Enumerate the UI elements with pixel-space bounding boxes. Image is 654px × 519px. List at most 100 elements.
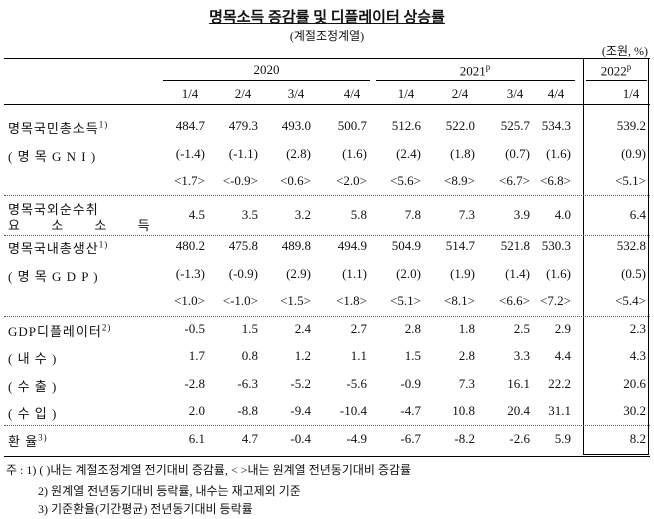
year-underline	[163, 80, 370, 81]
table-cell: -5.6	[346, 376, 367, 391]
table-cell: <6.7>	[499, 173, 530, 188]
table-cell: (1.6)	[546, 266, 571, 281]
row-label-text: GDP디플레이터	[8, 324, 102, 339]
table-cell: (1.8)	[450, 146, 475, 161]
table-cell: (2.4)	[396, 146, 421, 161]
row-label-text: 환 율	[8, 434, 39, 449]
row-label: ( 수 출 )	[8, 376, 57, 395]
table-cell: (2.9)	[286, 266, 311, 281]
table-cell: -0.5	[184, 321, 205, 336]
table-cell: 3.3	[513, 348, 530, 363]
table-cell: -5.2	[290, 376, 311, 391]
group-separator	[4, 425, 650, 426]
top-rule	[4, 58, 650, 59]
row-label-line2: 요 소 소 득	[8, 218, 164, 233]
table-cell: 5.8	[350, 207, 367, 222]
table-cell: 4.3	[629, 348, 646, 363]
table-cell: 8.2	[629, 431, 646, 446]
row-label-text: ( 수 입 )	[8, 406, 58, 421]
year-header-2022: 2022p	[600, 62, 632, 79]
table-cell: <-1.0>	[222, 293, 258, 308]
table-cell: 0.8	[241, 348, 258, 363]
latest-quarter-highlight-box	[583, 58, 649, 455]
table-cell: 20.4	[507, 403, 530, 418]
table-cell: <7.2>	[540, 293, 571, 308]
table-cell: -2.8	[184, 376, 205, 391]
table-cell: 4.4	[554, 348, 571, 363]
table-cell: <-0.9>	[222, 173, 258, 188]
header-rule	[4, 104, 650, 105]
table-cell: -10.4	[339, 403, 367, 418]
footnote-ref: 3)	[38, 432, 48, 443]
table-cell: 2.3	[629, 321, 646, 336]
table-cell: 475.8	[228, 238, 258, 253]
row-label-text: ( 명 목 G D P )	[8, 269, 99, 284]
table-cell: 500.7	[337, 118, 367, 133]
table-cell: -2.6	[509, 431, 530, 446]
group-separator	[4, 235, 650, 236]
table-cell: -4.7	[400, 403, 421, 418]
table-cell: (1.9)	[450, 266, 475, 281]
year-header-2021: 2021p	[459, 62, 491, 79]
footnote-ref: 1)	[98, 119, 109, 130]
table-cell: 521.8	[500, 238, 530, 253]
year-underline	[586, 80, 647, 81]
table-cell: 30.2	[623, 403, 646, 418]
row-label: ( 내 수 )	[8, 348, 57, 367]
table-cell: 1.1	[350, 348, 367, 363]
table-cell: 525.7	[500, 118, 530, 133]
table-cell: 480.2	[175, 238, 205, 253]
quarter-header: 2/4	[234, 86, 252, 101]
table-cell: (1.6)	[546, 146, 571, 161]
table-cell: 1.7	[188, 348, 205, 363]
table-cell: 7.3	[458, 207, 475, 222]
table-cell: 2.7	[350, 321, 367, 336]
table-cell: 2.8	[458, 348, 475, 363]
quarter-header: 1/4	[622, 86, 640, 101]
table-cell: 534.3	[541, 118, 571, 133]
table-cell: 6.4	[629, 207, 646, 222]
row-label-text: ( 내 수 )	[8, 351, 58, 366]
row-label: GDP디플레이터2)	[8, 321, 111, 340]
table-cell: 1.2	[294, 348, 311, 363]
row-label: ( 명 목 G N I )	[8, 146, 96, 165]
table-cell: <8.1>	[444, 293, 475, 308]
table-cell: 2.4	[294, 321, 311, 336]
row-label-text: 명목국민총소득	[8, 121, 99, 136]
table-cell: (-1.3)	[175, 266, 205, 281]
table-cell: (0.7)	[505, 146, 530, 161]
table-cell: (-1.4)	[175, 146, 205, 161]
quarter-header: 4/4	[343, 86, 361, 101]
row-label-text: 명목국외순수취	[8, 202, 99, 217]
row-label: 명목국외순수취	[8, 199, 99, 218]
table-cell: (0.5)	[621, 266, 646, 281]
year-underline	[376, 80, 575, 81]
row-label: ( 명 목 G D P )	[8, 266, 99, 285]
group-separator	[4, 316, 650, 317]
table-cell: 1.8	[458, 321, 475, 336]
row-label-text: 명목국내총생산	[8, 241, 99, 256]
footnote-1: 주 : 1) ( )내는 계절조정계열 전기대비 증감률, < >내는 원계열 …	[6, 463, 412, 477]
table-cell: 1.5	[241, 321, 258, 336]
table-cell: 5.9	[554, 431, 571, 446]
table-subtitle: (계절조정계열)	[289, 29, 365, 43]
table-cell: -6.3	[237, 376, 258, 391]
table-cell: -8.2	[454, 431, 475, 446]
row-label: 명목국민총소득1)	[8, 118, 108, 137]
table-cell: <5.6>	[390, 173, 421, 188]
table-cell: 489.8	[281, 238, 311, 253]
table-cell: 20.6	[623, 376, 646, 391]
footnote-ref: 1)	[98, 239, 109, 250]
table-cell: 2.9	[554, 321, 571, 336]
group-separator	[4, 195, 650, 196]
table-cell: -4.9	[346, 431, 367, 446]
table-cell: 522.0	[445, 118, 475, 133]
row-label-text: ( 명 목 G N I )	[8, 149, 97, 164]
table-cell: <0.6>	[280, 173, 311, 188]
table-cell: <2.0>	[336, 173, 367, 188]
footnote-ref: 2)	[101, 322, 112, 333]
table-cell: <1.7>	[174, 173, 205, 188]
table-cell: 22.2	[548, 376, 571, 391]
table-cell: 504.9	[391, 238, 421, 253]
row-label: 환 율3)	[8, 431, 48, 450]
